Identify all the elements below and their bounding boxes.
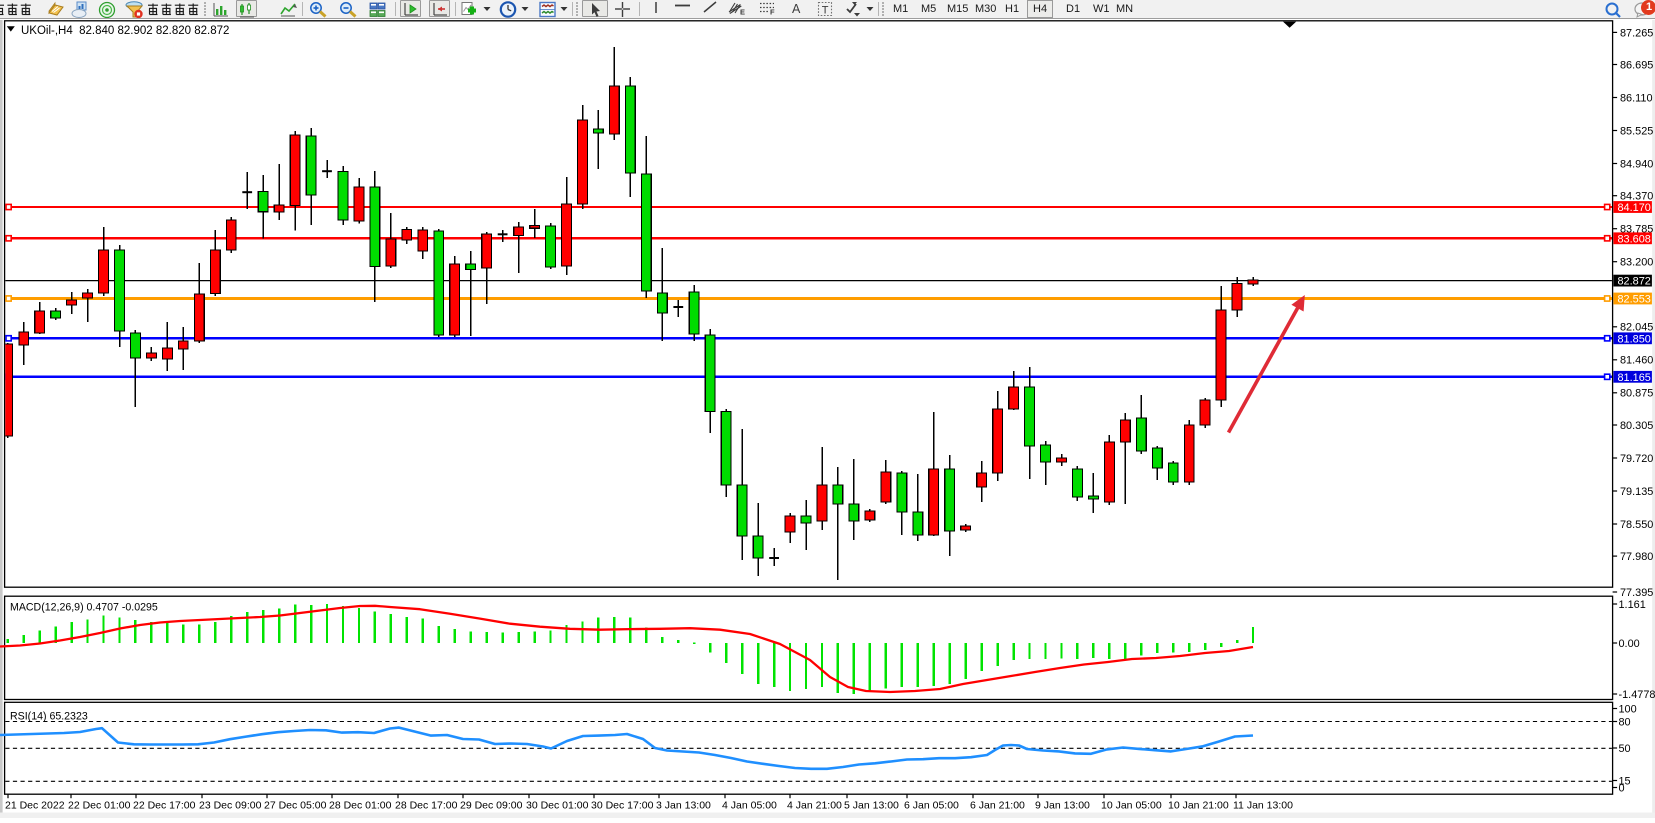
svg-text:4 Jan 05:00: 4 Jan 05:00 [722, 800, 777, 812]
svg-text:79.135: 79.135 [1620, 486, 1653, 498]
svg-text:1.161: 1.161 [1619, 599, 1646, 611]
svg-text:100: 100 [1619, 703, 1637, 715]
svg-text:80: 80 [1619, 716, 1631, 728]
svg-text:84.940: 84.940 [1620, 158, 1653, 170]
svg-text:82.553: 82.553 [1618, 294, 1651, 306]
svg-text:RSI(14) 65.2323: RSI(14) 65.2323 [10, 710, 88, 722]
svg-text:E: E [740, 8, 745, 17]
svg-text:0: 0 [1619, 782, 1625, 794]
svg-text:50: 50 [1619, 743, 1631, 755]
svg-text:30 Dec 01:00: 30 Dec 01:00 [526, 800, 589, 812]
svg-text:80.875: 80.875 [1620, 388, 1653, 400]
svg-text:83.608: 83.608 [1618, 233, 1651, 245]
svg-text:6 Jan 21:00: 6 Jan 21:00 [970, 800, 1025, 812]
svg-text:11 Jan 13:00: 11 Jan 13:00 [1233, 800, 1293, 812]
svg-text:28 Dec 17:00: 28 Dec 17:00 [395, 800, 458, 812]
svg-text:80.305: 80.305 [1620, 420, 1653, 432]
svg-text:78.550: 78.550 [1620, 519, 1653, 531]
svg-text:86.695: 86.695 [1620, 59, 1653, 71]
svg-text:9 Jan 13:00: 9 Jan 13:00 [1035, 800, 1090, 812]
svg-text:22 Dec 17:00: 22 Dec 17:00 [133, 800, 196, 812]
svg-text:81.165: 81.165 [1618, 372, 1651, 384]
svg-text:6 Jan 05:00: 6 Jan 05:00 [904, 800, 959, 812]
svg-text:86.110: 86.110 [1620, 92, 1653, 104]
svg-text:85.525: 85.525 [1620, 125, 1653, 137]
svg-text:81.850: 81.850 [1618, 333, 1651, 345]
svg-text:23 Dec 09:00: 23 Dec 09:00 [199, 800, 262, 812]
svg-text:21 Dec 2022: 21 Dec 2022 [5, 800, 65, 812]
svg-text:10 Jan 21:00: 10 Jan 21:00 [1168, 800, 1229, 812]
svg-text:28 Dec 01:00: 28 Dec 01:00 [329, 800, 392, 812]
svg-text:F: F [770, 8, 775, 17]
svg-text:30 Dec 17:00: 30 Dec 17:00 [591, 800, 654, 812]
svg-text:4 Jan 21:00: 4 Jan 21:00 [787, 800, 842, 812]
svg-text:84.370: 84.370 [1620, 191, 1653, 203]
svg-text:27 Dec 05:00: 27 Dec 05:00 [264, 800, 327, 812]
svg-text:MACD(12,26,9) 0.4707 -0.0295: MACD(12,26,9) 0.4707 -0.0295 [10, 601, 158, 613]
svg-text:82.872: 82.872 [1618, 276, 1651, 288]
svg-text:22 Dec 01:00: 22 Dec 01:00 [68, 800, 131, 812]
svg-text:5 Jan 13:00: 5 Jan 13:00 [844, 800, 899, 812]
svg-text:83.200: 83.200 [1620, 257, 1653, 269]
svg-text:3 Jan 13:00: 3 Jan 13:00 [656, 800, 711, 812]
svg-text:10 Jan 05:00: 10 Jan 05:00 [1101, 800, 1162, 812]
svg-text:87.265: 87.265 [1620, 27, 1653, 39]
svg-text:UKOil-,H4 82.840 82.902 82.82: UKOil-,H4 82.840 82.902 82.820 82.872 [21, 25, 229, 37]
svg-text:82.045: 82.045 [1620, 322, 1653, 334]
svg-text:77.980: 77.980 [1620, 551, 1653, 563]
svg-text:79.720: 79.720 [1620, 453, 1653, 465]
svg-text:0.00: 0.00 [1619, 638, 1640, 650]
svg-text:-1.4778: -1.4778 [1619, 689, 1655, 701]
svg-text:84.170: 84.170 [1618, 202, 1651, 214]
svg-text:77.395: 77.395 [1620, 587, 1653, 599]
svg-text:81.460: 81.460 [1620, 355, 1653, 367]
svg-text:29 Dec 09:00: 29 Dec 09:00 [460, 800, 523, 812]
svg-text:T: T [822, 5, 829, 17]
